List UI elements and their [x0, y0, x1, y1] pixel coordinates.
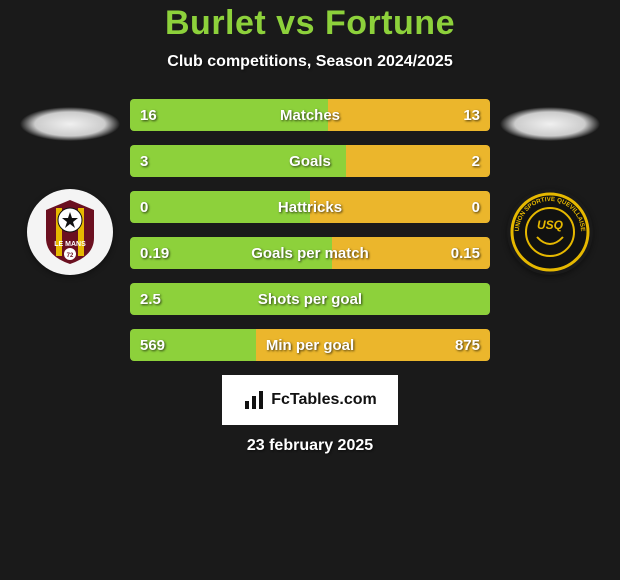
- branding-label: FcTables.com: [271, 391, 377, 409]
- svg-text:LE MANS: LE MANS: [54, 241, 86, 248]
- bars-icon: [243, 389, 265, 411]
- stat-bar-left-fill: [130, 99, 328, 131]
- comparison-title: Burlet vs Fortune: [165, 4, 455, 43]
- stat-right-value: 0: [472, 191, 480, 223]
- stat-left-value: 2.5: [140, 283, 161, 315]
- stat-left-value: 16: [140, 99, 157, 131]
- branding-badge: FcTables.com: [222, 375, 398, 425]
- stat-bar: 2.5Shots per goal: [130, 283, 490, 315]
- stat-bar-left-fill: [130, 191, 310, 223]
- comparison-card: Burlet vs Fortune Club competitions, Sea…: [0, 0, 620, 580]
- svg-text:72: 72: [67, 253, 74, 259]
- stat-left-value: 0: [140, 191, 148, 223]
- stat-bar: 32Goals: [130, 145, 490, 177]
- left-player-silhouette: [20, 107, 120, 141]
- comparison-subtitle: Club competitions, Season 2024/2025: [167, 53, 452, 71]
- stat-bar-right-fill: [346, 145, 490, 177]
- stats-column: 1613Matches32Goals00Hattricks0.190.15Goa…: [130, 99, 490, 361]
- stat-left-value: 3: [140, 145, 148, 177]
- lemans-badge-icon: LE MANS 72: [34, 196, 106, 268]
- stat-bar-right-fill: [310, 191, 490, 223]
- left-player-column: LE MANS 72: [10, 99, 130, 275]
- quevilly-badge-icon: UNION SPORTIVE QUEVILLAISE USQ: [509, 191, 591, 273]
- stat-bar: 569875Min per goal: [130, 329, 490, 361]
- stat-bar-left-fill: [130, 145, 346, 177]
- stat-right-value: 0.15: [451, 237, 480, 269]
- stat-right-value: 2: [472, 145, 480, 177]
- stat-bar: 0.190.15Goals per match: [130, 237, 490, 269]
- stat-bar: 00Hattricks: [130, 191, 490, 223]
- right-player-silhouette: [500, 107, 600, 141]
- svg-text:USQ: USQ: [537, 218, 564, 232]
- stat-right-value: 875: [455, 329, 480, 361]
- right-player-column: UNION SPORTIVE QUEVILLAISE USQ: [490, 99, 610, 275]
- stat-left-value: 0.19: [140, 237, 169, 269]
- stat-right-value: 13: [463, 99, 480, 131]
- comparison-layout: LE MANS 72 1613Matches32Goals00Hattricks…: [0, 99, 620, 361]
- stat-left-value: 569: [140, 329, 165, 361]
- date-label: 23 february 2025: [247, 437, 373, 455]
- stat-bar: 1613Matches: [130, 99, 490, 131]
- right-club-badge: UNION SPORTIVE QUEVILLAISE USQ: [507, 189, 593, 275]
- left-club-badge: LE MANS 72: [27, 189, 113, 275]
- stat-bar-left-fill: [130, 283, 490, 315]
